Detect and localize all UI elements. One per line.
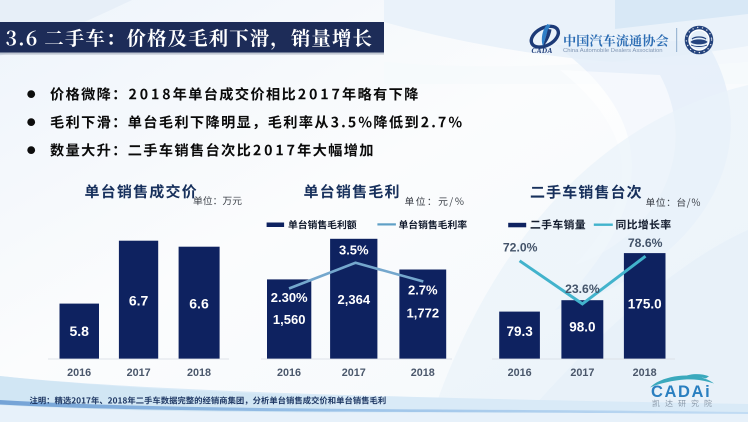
svg-text:2017: 2017 [127, 367, 151, 379]
svg-text:2016: 2016 [508, 367, 532, 379]
svg-text:2018: 2018 [187, 367, 211, 379]
svg-text:98.0: 98.0 [569, 320, 595, 335]
svg-text:2018: 2018 [633, 367, 657, 379]
svg-text:79.3: 79.3 [506, 324, 533, 339]
svg-text:CADA: CADA [532, 47, 553, 55]
svg-text:2016: 2016 [67, 367, 91, 379]
svg-text:2017: 2017 [570, 367, 594, 379]
svg-text:2018: 2018 [411, 367, 435, 379]
svg-text:175.0: 175.0 [628, 297, 662, 312]
svg-text:23.6%: 23.6% [565, 282, 600, 296]
svg-text:1,560: 1,560 [273, 312, 306, 327]
svg-text:3.5%: 3.5% [339, 242, 369, 257]
svg-text:China Automobile Dealers Assoc: China Automobile Dealers Association [563, 48, 663, 54]
svg-text:2,364: 2,364 [338, 292, 371, 307]
svg-text:2.30%: 2.30% [271, 290, 308, 305]
svg-text:5.8: 5.8 [69, 323, 89, 339]
svg-text:CADAi: CADAi [651, 383, 711, 401]
svg-text:1,772: 1,772 [407, 306, 440, 321]
svg-text:6.7: 6.7 [129, 293, 149, 309]
svg-text:2.7%: 2.7% [408, 283, 438, 298]
svg-text:6.6: 6.6 [189, 296, 209, 312]
svg-text:72.0%: 72.0% [503, 241, 538, 255]
svg-text:2016: 2016 [277, 367, 301, 379]
svg-text:2017: 2017 [342, 367, 366, 379]
svg-text:78.6%: 78.6% [628, 236, 663, 250]
